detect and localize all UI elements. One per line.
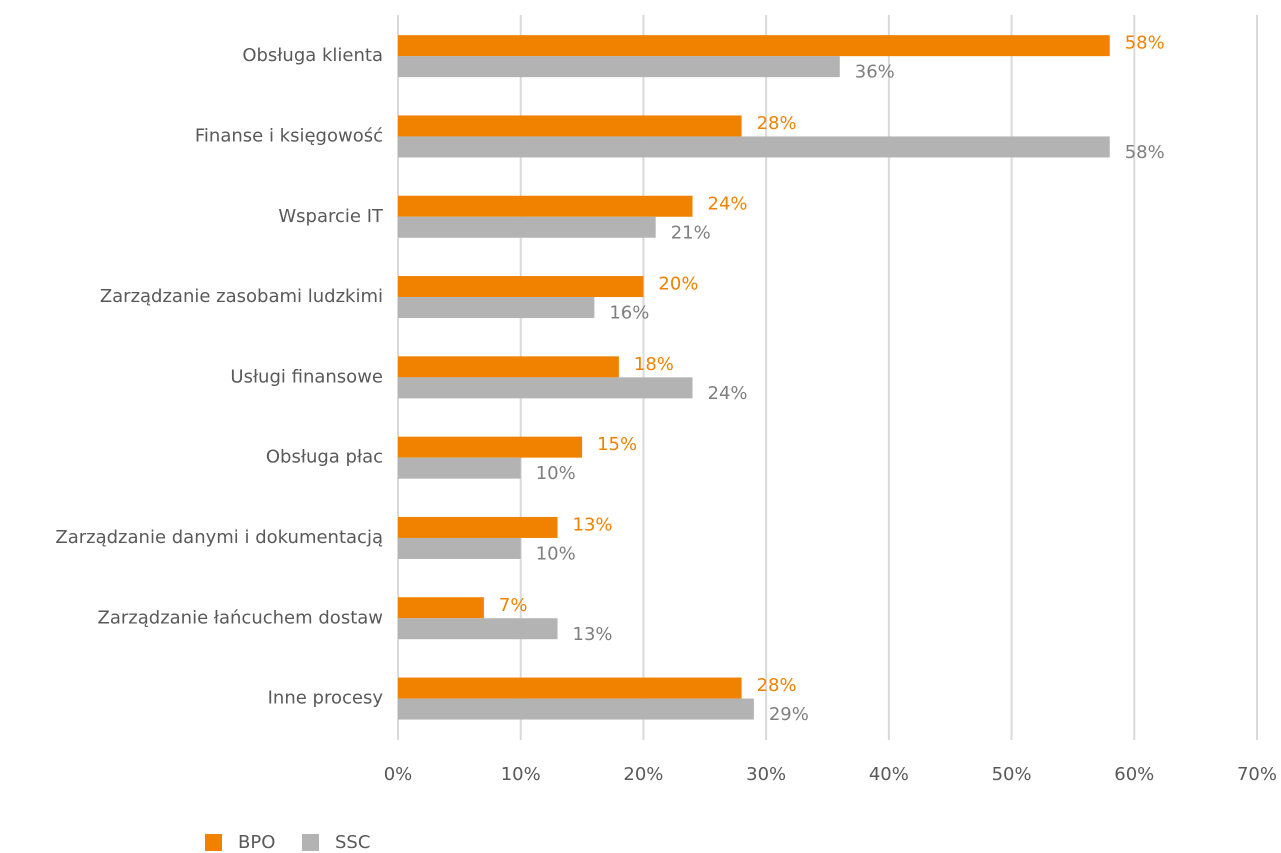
data-label: 13% bbox=[573, 624, 613, 645]
bar bbox=[398, 216, 656, 238]
data-label: 21% bbox=[671, 222, 711, 243]
bar bbox=[398, 597, 484, 619]
bar bbox=[398, 436, 583, 458]
x-tick-label: 0% bbox=[384, 764, 413, 785]
data-label: 28% bbox=[757, 675, 797, 696]
bar bbox=[398, 377, 693, 399]
x-tick-label: 10% bbox=[501, 764, 541, 785]
bar bbox=[398, 618, 558, 640]
x-tick-label: 50% bbox=[992, 764, 1032, 785]
data-label: 18% bbox=[634, 354, 674, 375]
legend-swatch bbox=[302, 834, 319, 851]
bar bbox=[398, 115, 742, 137]
bar bbox=[398, 677, 742, 699]
legend-swatch bbox=[205, 834, 222, 851]
y-tick-label: Obsługa klienta bbox=[242, 45, 383, 66]
y-tick-label: Obsługa płac bbox=[266, 447, 383, 468]
bar bbox=[398, 136, 1110, 158]
data-label: 58% bbox=[1125, 33, 1165, 54]
data-label: 15% bbox=[597, 434, 637, 455]
y-tick-label: Zarządzanie łańcuchem dostaw bbox=[98, 607, 383, 628]
data-label: 24% bbox=[708, 383, 748, 404]
y-tick-label: Zarządzanie zasobami ludzkimi bbox=[100, 286, 383, 307]
data-label: 20% bbox=[658, 274, 698, 295]
bar bbox=[398, 698, 754, 720]
x-tick-label: 30% bbox=[746, 764, 786, 785]
y-tick-label: Inne procesy bbox=[268, 688, 384, 709]
y-tick-label: Usługi finansowe bbox=[230, 366, 383, 387]
data-label: 28% bbox=[757, 113, 797, 134]
bar bbox=[398, 516, 558, 538]
data-label: 10% bbox=[536, 543, 576, 564]
x-tick-label: 60% bbox=[1114, 764, 1154, 785]
data-label: 24% bbox=[708, 193, 748, 214]
y-tick-label: Wsparcie IT bbox=[278, 206, 384, 227]
bar bbox=[398, 35, 1110, 57]
bar bbox=[398, 297, 595, 319]
bar bbox=[398, 356, 619, 378]
x-tick-label: 20% bbox=[623, 764, 663, 785]
data-label: 36% bbox=[855, 62, 895, 83]
data-label: 29% bbox=[769, 704, 809, 725]
data-label: 10% bbox=[536, 463, 576, 484]
bar bbox=[398, 276, 644, 298]
legend-label: BPO bbox=[238, 832, 275, 853]
bar bbox=[398, 56, 840, 78]
data-label: 16% bbox=[609, 303, 649, 324]
x-tick-label: 40% bbox=[869, 764, 909, 785]
bar bbox=[398, 195, 693, 217]
legend-label: SSC bbox=[335, 832, 370, 853]
x-tick-label: 70% bbox=[1237, 764, 1277, 785]
data-label: 7% bbox=[499, 595, 528, 616]
y-tick-label: Finanse i księgowość bbox=[195, 125, 383, 146]
bar bbox=[398, 537, 521, 559]
bar bbox=[398, 457, 521, 479]
data-label: 13% bbox=[573, 514, 613, 535]
data-label: 58% bbox=[1125, 142, 1165, 163]
y-tick-label: Zarządzanie danymi i dokumentacją bbox=[55, 527, 383, 548]
